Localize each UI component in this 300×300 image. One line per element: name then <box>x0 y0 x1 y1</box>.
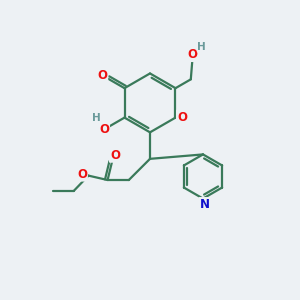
Text: O: O <box>110 149 120 162</box>
Text: O: O <box>177 110 187 124</box>
Text: N: N <box>200 198 209 211</box>
Text: O: O <box>99 123 109 136</box>
Text: O: O <box>187 48 197 61</box>
Text: H: H <box>197 42 206 52</box>
Text: O: O <box>97 69 107 82</box>
Text: O: O <box>77 168 87 181</box>
Text: H: H <box>92 112 100 123</box>
